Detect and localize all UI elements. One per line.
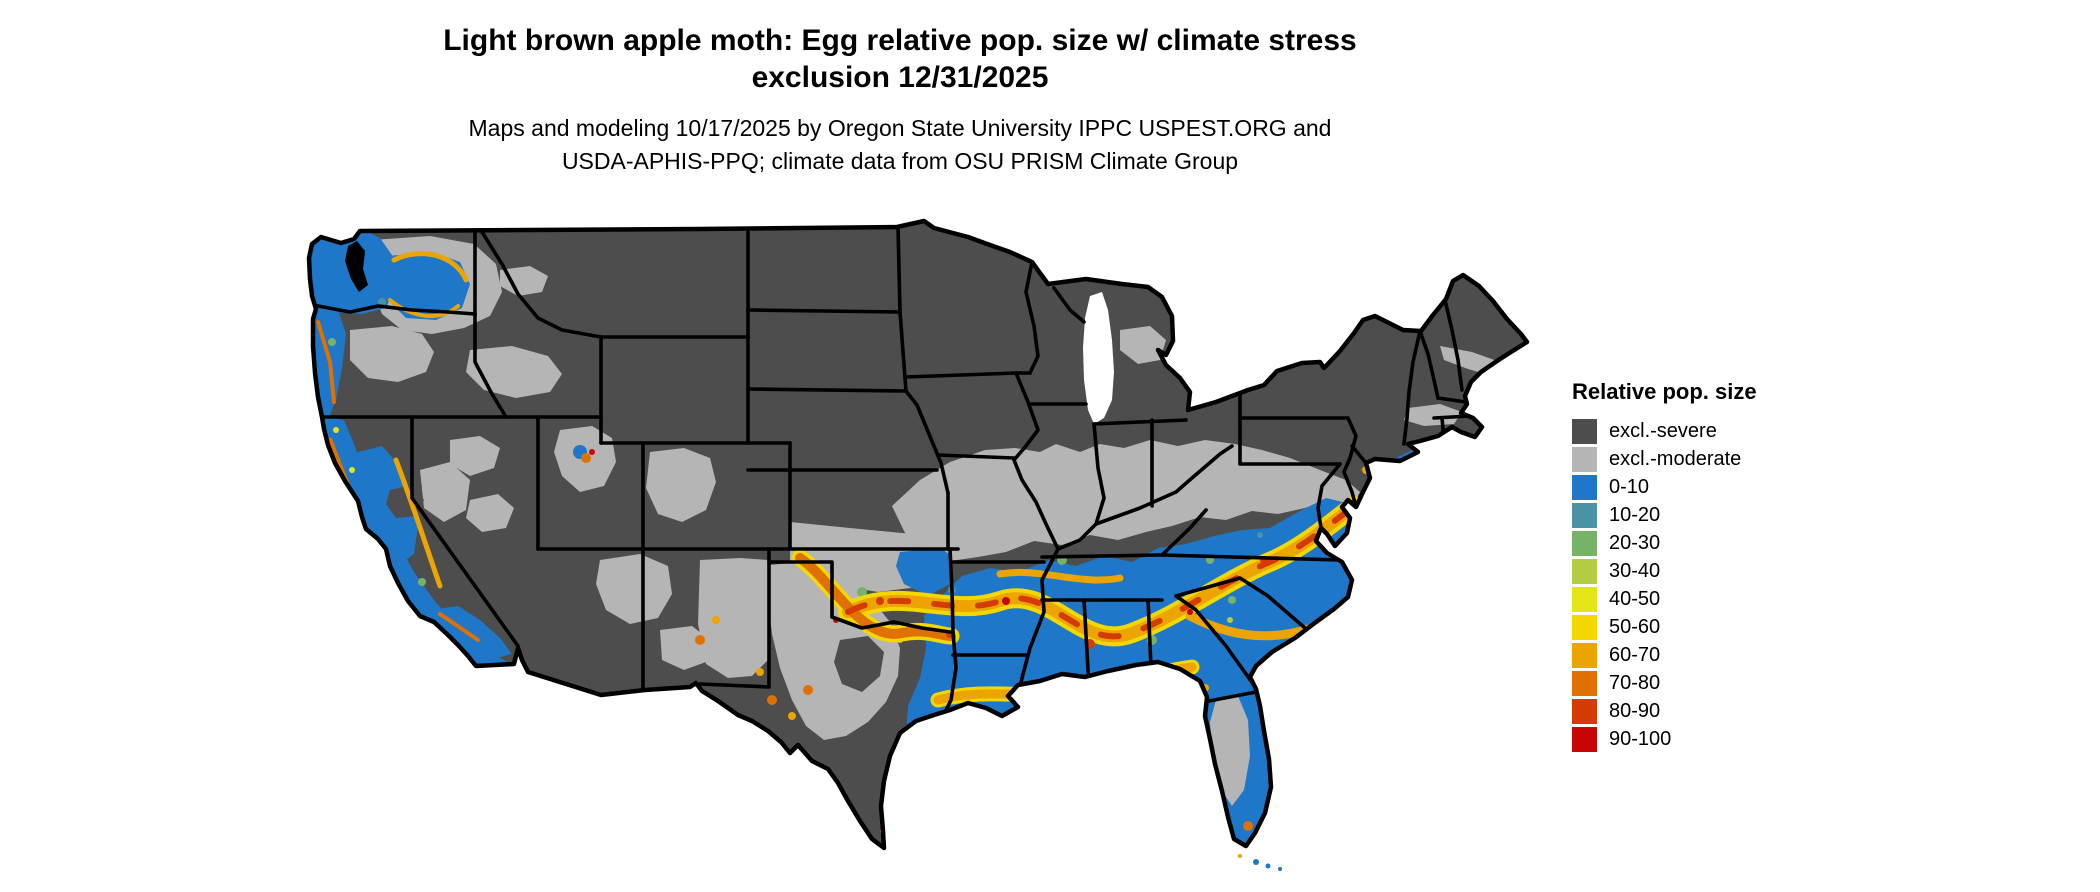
legend-label: 70-80 bbox=[1609, 671, 1661, 694]
legend-swatch-v80-90 bbox=[1572, 698, 1597, 724]
legend-item: 20-30 bbox=[1572, 529, 1757, 557]
legend-item: 0-10 bbox=[1572, 473, 1757, 501]
legend-item: 90-100 bbox=[1572, 725, 1757, 753]
puget-sound bbox=[345, 241, 368, 292]
legend-label: excl.-severe bbox=[1609, 419, 1717, 442]
legend-title: Relative pop. size bbox=[1572, 379, 1757, 404]
legend-swatch-v70-80 bbox=[1572, 670, 1597, 696]
legend-swatch-v60-70 bbox=[1572, 642, 1597, 668]
legend-label: 60-70 bbox=[1609, 643, 1661, 666]
legend-swatch-v50-60 bbox=[1572, 614, 1597, 640]
map-title-line2: exclusion 12/31/2025 bbox=[751, 61, 1049, 94]
legend-label: 50-60 bbox=[1609, 615, 1661, 638]
legend-item: 10-20 bbox=[1572, 501, 1757, 529]
legend-item: 60-70 bbox=[1572, 641, 1757, 669]
legend-label: excl.-moderate bbox=[1609, 447, 1742, 470]
legend: Relative pop. size excl.-severe excl.-mod… bbox=[1572, 379, 1757, 753]
legend-label: 40-50 bbox=[1609, 587, 1661, 610]
legend-label: 90-100 bbox=[1609, 727, 1672, 750]
legend-label: 0-10 bbox=[1609, 475, 1650, 498]
legend-swatch-v40-50 bbox=[1572, 586, 1597, 612]
map-title-line1: Light brown apple moth: Egg relative pop… bbox=[443, 24, 1357, 57]
legend-item: 50-60 bbox=[1572, 613, 1757, 641]
legend-item: 80-90 bbox=[1572, 697, 1757, 725]
legend-swatch-v30-40 bbox=[1572, 558, 1597, 584]
legend-item: 40-50 bbox=[1572, 585, 1757, 613]
legend-item: 70-80 bbox=[1572, 669, 1757, 697]
legend-items: excl.-severe excl.-moderate 0-10 10-20 20-30… bbox=[1572, 417, 1757, 753]
map-subtitle: Maps and modeling 10/17/2025 by Oregon S… bbox=[0, 112, 1800, 178]
lake-michigan bbox=[1083, 292, 1114, 424]
legend-label: 80-90 bbox=[1609, 699, 1661, 722]
map-subtitle-line1: Maps and modeling 10/17/2025 by Oregon S… bbox=[468, 115, 1332, 141]
legend-swatch-v90-100 bbox=[1572, 726, 1597, 752]
legend-swatch-v10-20 bbox=[1572, 502, 1597, 528]
legend-swatch-v0-10 bbox=[1572, 474, 1597, 500]
raster-fills bbox=[309, 221, 1527, 848]
legend-label: 30-40 bbox=[1609, 559, 1661, 582]
legend-item: excl.-moderate bbox=[1572, 445, 1757, 473]
title-block: Light brown apple moth: Egg relative pop… bbox=[0, 22, 1800, 178]
legend-swatch-v20-30 bbox=[1572, 530, 1597, 556]
legend-label: 20-30 bbox=[1609, 531, 1661, 554]
map-subtitle-line2: USDA-APHIS-PPQ; climate data from OSU PR… bbox=[561, 148, 1239, 174]
state-borders bbox=[316, 225, 1472, 726]
us-outline bbox=[306, 218, 1530, 851]
legend-swatch-excl-moderate bbox=[1572, 446, 1597, 472]
legend-swatch-excl-severe bbox=[1572, 418, 1597, 444]
legend-label: 10-20 bbox=[1609, 503, 1661, 526]
florida-keys bbox=[1238, 854, 1282, 871]
legend-item: excl.-severe bbox=[1572, 417, 1757, 445]
legend-item: 30-40 bbox=[1572, 557, 1757, 585]
